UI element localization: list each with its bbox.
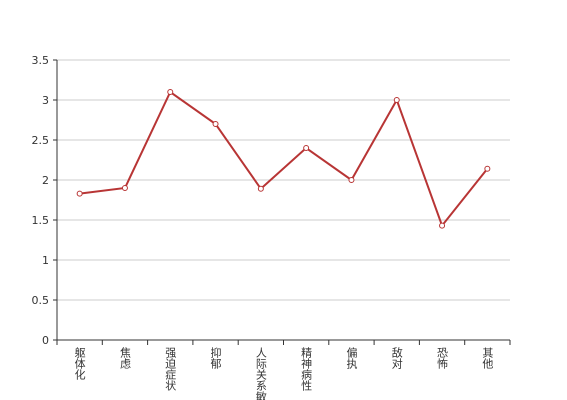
y-tick-label: 0 [42, 334, 49, 347]
point [348, 177, 355, 183]
point [121, 185, 128, 191]
x-tick-label: 躯体化 [73, 347, 86, 381]
y-tick-label: 2.5 [32, 134, 50, 147]
point [439, 222, 446, 229]
point [212, 121, 219, 127]
x-tick-label: 人际关系敏感 [254, 347, 267, 400]
y-tick-label: 1.5 [32, 214, 50, 227]
x-tick-label: 敌对 [390, 346, 403, 369]
y-tick-label: 0.5 [32, 294, 50, 307]
x-tick-label: 恐怖 [436, 347, 449, 369]
point [484, 165, 491, 172]
line-series [79, 90, 489, 228]
point [76, 190, 83, 197]
point [303, 145, 310, 151]
point [393, 97, 400, 103]
x-tick-label: 精神病性 [300, 347, 313, 392]
y-tick-label: 3.5 [32, 54, 50, 67]
x-tick-label: 抑郁 [209, 346, 222, 369]
y-tick-label: 2 [42, 174, 49, 187]
x-tick-label: 偏执 [345, 346, 358, 370]
y-tick-label: 3 [42, 94, 49, 107]
point [167, 89, 174, 95]
y-tick-label: 1 [42, 254, 49, 267]
point [257, 185, 264, 192]
x-tick-label: 其他 [481, 347, 494, 369]
x-tick-label: 强迫症状 [164, 347, 177, 391]
x-tick-label: 焦虑 [118, 347, 131, 369]
